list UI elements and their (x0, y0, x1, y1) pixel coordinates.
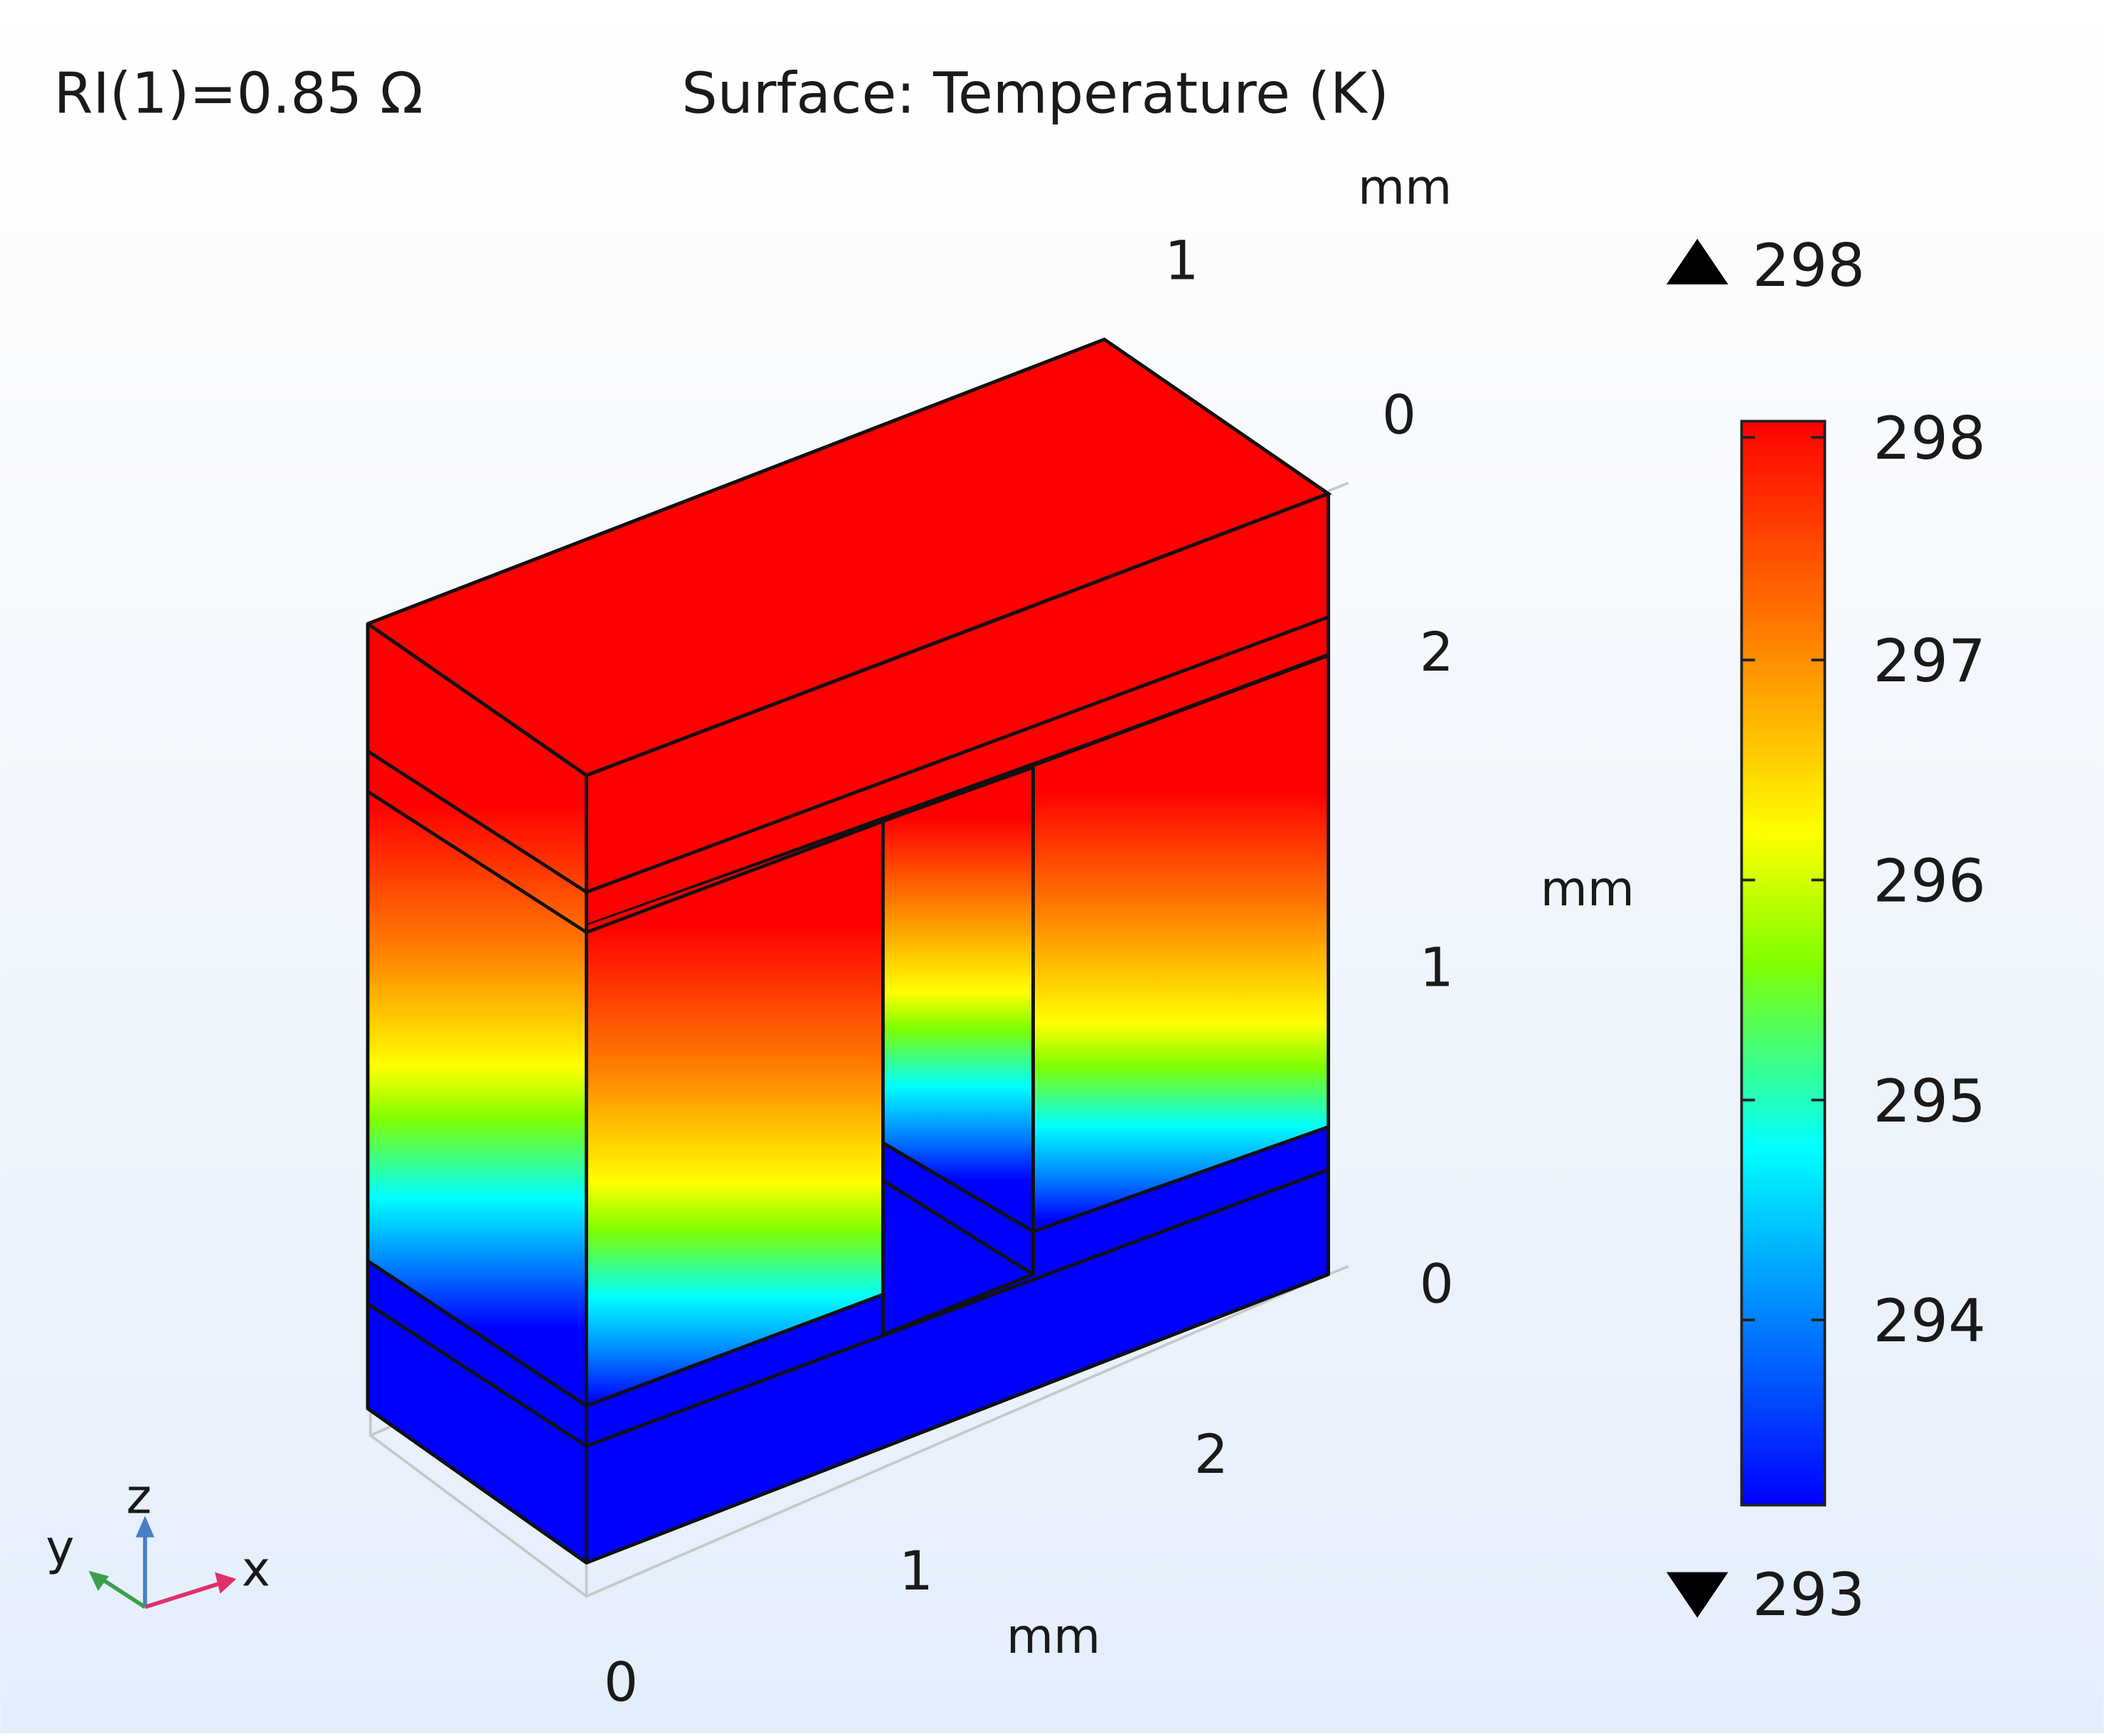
colorbar-tick-294: 294 (1873, 1287, 1985, 1356)
z-tick-0: 0 (1420, 1253, 1454, 1316)
colorbar-tick-298: 298 (1873, 404, 1985, 473)
x-arrow-icon (214, 1572, 237, 1594)
min-triangle-icon (1666, 1572, 1728, 1618)
triad-z-label: z (127, 1469, 152, 1525)
x-tick-2: 2 (1194, 1423, 1228, 1486)
geometry-edges (366, 337, 1332, 1565)
coordinate-triad: z x y (46, 1469, 270, 1609)
colorbar-min: 293 (1753, 1560, 1865, 1629)
z-axis-unit: mm (1541, 861, 1635, 917)
y-arrow-icon (88, 1570, 109, 1592)
triad-y-label: y (46, 1520, 74, 1576)
y-tick-1: 1 (1164, 229, 1199, 292)
axis-labels: mm 1 0 2 mm 1 0 2 1 mm 0 (604, 160, 1635, 1714)
colorbar-tick-297: 297 (1873, 627, 1985, 696)
z-tick-2: 2 (1420, 621, 1454, 683)
triad-x-label: x (242, 1542, 270, 1598)
colorbar-tick-295: 295 (1873, 1067, 1985, 1136)
colorbar-max: 298 (1753, 231, 1865, 300)
front-face-rightleg-overlay (1033, 657, 1329, 1232)
colorbar (1740, 420, 1827, 1507)
thermal-model-geometry (366, 337, 1330, 1565)
colorbar-tick-296: 296 (1873, 847, 1985, 916)
result-label: RI(1)=0.85 Ω (54, 60, 423, 126)
y-axis-unit: mm (1358, 160, 1452, 216)
x-axis-unit: mm (1006, 1609, 1100, 1665)
front-face-leftleg-overlay (586, 821, 883, 1406)
x-tick-1: 1 (899, 1540, 933, 1602)
plot-title: Surface: Temperature (K) (681, 60, 1388, 126)
max-triangle-icon (1666, 238, 1728, 284)
color-legend: 298 298 297 296 295 294 293 (1666, 231, 1986, 1629)
z-arrow-icon (135, 1516, 155, 1538)
z-tick-1: 1 (1420, 936, 1454, 999)
x-tick-0: 0 (604, 1651, 638, 1714)
y-tick-0: 0 (1382, 383, 1416, 446)
